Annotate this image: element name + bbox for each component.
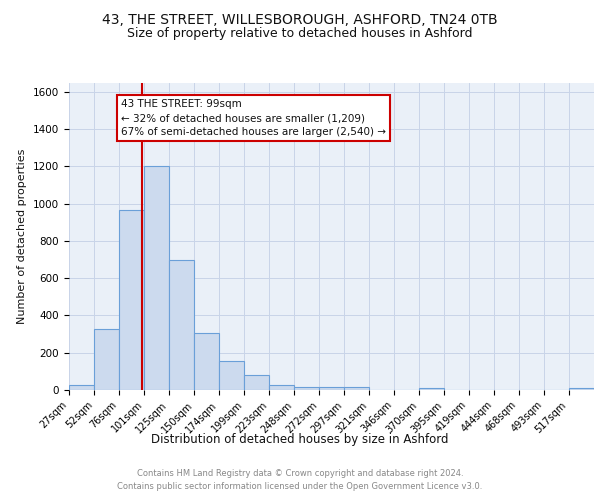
- Bar: [319, 387, 344, 390]
- Bar: [269, 385, 294, 390]
- Bar: [244, 376, 269, 390]
- Bar: [94, 330, 119, 390]
- Bar: [344, 387, 369, 390]
- Bar: [69, 385, 94, 390]
- Bar: [194, 333, 219, 390]
- Text: 43 THE STREET: 99sqm
← 32% of detached houses are smaller (1,209)
67% of semi-de: 43 THE STREET: 99sqm ← 32% of detached h…: [121, 100, 386, 138]
- Bar: [145, 166, 169, 390]
- Text: Contains HM Land Registry data © Crown copyright and database right 2024.: Contains HM Land Registry data © Crown c…: [137, 469, 463, 478]
- Bar: [569, 388, 594, 390]
- Bar: [169, 260, 194, 390]
- Text: Contains public sector information licensed under the Open Government Licence v3: Contains public sector information licen…: [118, 482, 482, 491]
- Bar: [419, 388, 444, 390]
- Bar: [294, 386, 319, 390]
- Text: Size of property relative to detached houses in Ashford: Size of property relative to detached ho…: [127, 28, 473, 40]
- Bar: [119, 210, 145, 390]
- Y-axis label: Number of detached properties: Number of detached properties: [17, 148, 28, 324]
- Bar: [219, 361, 244, 390]
- Text: 43, THE STREET, WILLESBOROUGH, ASHFORD, TN24 0TB: 43, THE STREET, WILLESBOROUGH, ASHFORD, …: [102, 12, 498, 26]
- Text: Distribution of detached houses by size in Ashford: Distribution of detached houses by size …: [151, 432, 449, 446]
